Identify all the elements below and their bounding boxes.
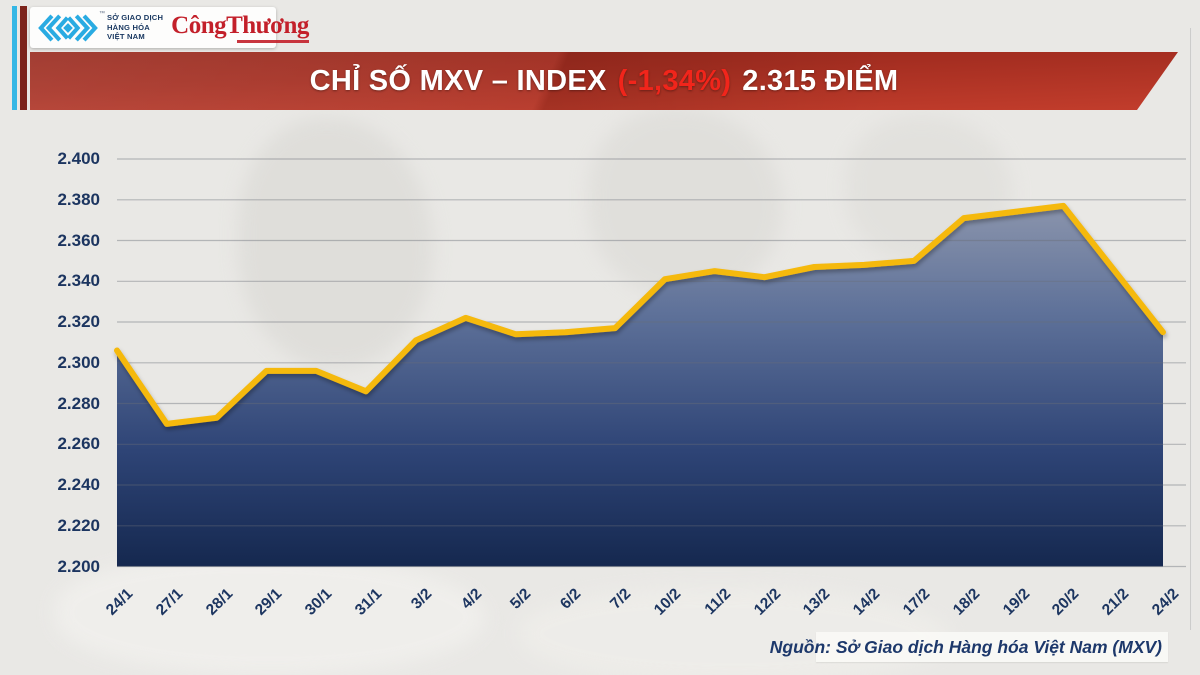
chart-title-banner: CHỈ SỐ MXV – INDEX (-1,34%) 2.315 ĐIỂM <box>30 52 1178 110</box>
left-accent-bar-cyan <box>12 6 17 110</box>
chart-title-points: 2.315 ĐIỂM <box>742 64 899 97</box>
source-note: Nguồn: Sở Giao dịch Hàng hóa Việt Nam (M… <box>769 637 1162 657</box>
mxv-logo-text: SỞ GIAO DỊCH HÀNG HÓA VIỆT NAM <box>107 13 163 43</box>
mxv-logo-line: VIỆT NAM <box>107 32 145 42</box>
background-edge-line <box>1190 28 1192 630</box>
world-map-watermark <box>588 108 783 298</box>
trademark-symbol: ™ <box>99 11 105 17</box>
mxv-logo-line: HÀNG HÓA <box>107 22 150 32</box>
congthuong-logo-strip <box>236 39 309 43</box>
source-note-strip <box>816 632 1168 662</box>
paper-texture-watermark <box>55 555 485 675</box>
y-tick-label: 2.320 <box>57 312 100 331</box>
logo-card: ™ SỞ GIAO DỊCH HÀNG HÓA VIỆT NAM CôngThư… <box>30 7 309 48</box>
y-tick-label: 2.380 <box>57 190 100 209</box>
left-accent-bar-maroon <box>20 6 27 110</box>
congthuong-logo-text: CôngThương <box>171 11 309 39</box>
y-tick-label: 2.220 <box>57 516 100 535</box>
y-tick-label: 2.400 <box>57 149 100 168</box>
index-area-fill <box>117 205 1163 567</box>
y-tick-label: 2.260 <box>57 434 100 453</box>
world-map-watermark <box>238 118 433 368</box>
mxv-logo-line: SỞ GIAO DỊCH <box>107 12 164 22</box>
y-tick-label: 2.280 <box>57 394 100 413</box>
congthuong-logo: CôngThương <box>171 13 309 43</box>
mxv-logo-icon <box>38 13 98 42</box>
y-tick-label: 2.300 <box>57 353 100 372</box>
y-tick-label: 2.240 <box>57 475 100 494</box>
y-tick-label: 2.360 <box>57 231 100 250</box>
y-tick-label: 2.200 <box>57 557 100 576</box>
chart-title-prefix: CHỈ SỐ MXV – INDEX <box>309 64 607 97</box>
index-line <box>114 202 1166 427</box>
chart-title-change-badge: (-1,34%) <box>617 64 732 97</box>
y-tick-label: 2.340 <box>57 271 100 290</box>
mxv-logo-diamond <box>63 22 73 33</box>
